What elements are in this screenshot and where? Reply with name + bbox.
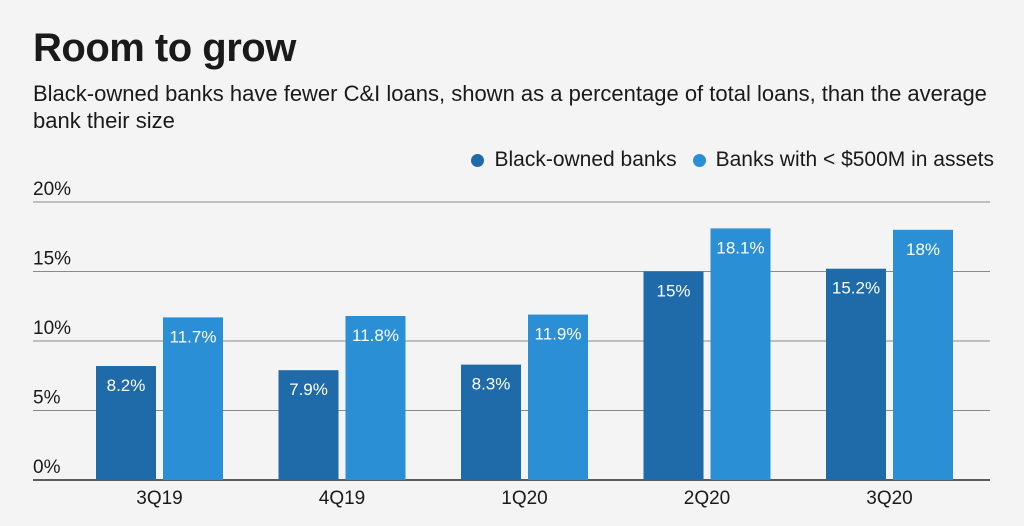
bar xyxy=(710,228,771,480)
y-tick-label: 10% xyxy=(33,318,71,339)
bar xyxy=(893,229,953,480)
bar xyxy=(826,268,886,480)
bar xyxy=(96,366,156,480)
legend-item-small-banks: Banks with < $500M in assets xyxy=(692,148,994,172)
x-tick-label: 2Q20 xyxy=(684,488,730,509)
data-label: 15% xyxy=(656,282,690,301)
chart-subtitle: Black-owned banks have fewer C&I loans, … xyxy=(33,81,987,133)
legend-swatch-small-banks xyxy=(692,153,706,167)
data-label: 7.9% xyxy=(289,380,328,399)
x-tick-label: 4Q19 xyxy=(319,488,365,509)
x-tick-label: 1Q20 xyxy=(501,488,547,509)
y-tick-label: 5% xyxy=(33,388,61,409)
y-tick-label: 20% xyxy=(33,179,71,200)
data-label: 18.1% xyxy=(716,238,764,257)
legend-label-small-banks: Banks with < $500M in assets xyxy=(715,148,994,171)
x-tick-label: 3Q19 xyxy=(136,488,182,509)
y-tick-label: 15% xyxy=(33,249,71,270)
bar xyxy=(163,317,223,480)
data-label: 15.2% xyxy=(832,279,880,298)
bar xyxy=(345,315,406,480)
chart-title: Room to grow xyxy=(33,26,296,70)
data-label: 11.7% xyxy=(170,327,217,346)
bar xyxy=(461,364,521,480)
data-label: 11.9% xyxy=(535,325,582,344)
legend: Black-owned banks Banks with < $500M in … xyxy=(471,148,994,172)
data-label: 8.3% xyxy=(472,375,511,394)
bar xyxy=(278,370,339,480)
data-label: 8.2% xyxy=(107,376,146,395)
y-tick-label: 0% xyxy=(33,457,61,478)
legend-swatch-black-owned xyxy=(471,153,485,167)
data-label: 11.8% xyxy=(352,326,399,345)
bar xyxy=(643,271,704,480)
legend-item-black-owned: Black-owned banks xyxy=(471,148,677,172)
legend-label-black-owned: Black-owned banks xyxy=(494,148,677,171)
data-label: 18% xyxy=(906,240,940,259)
x-tick-label: 3Q20 xyxy=(866,488,912,509)
bar xyxy=(528,314,588,480)
